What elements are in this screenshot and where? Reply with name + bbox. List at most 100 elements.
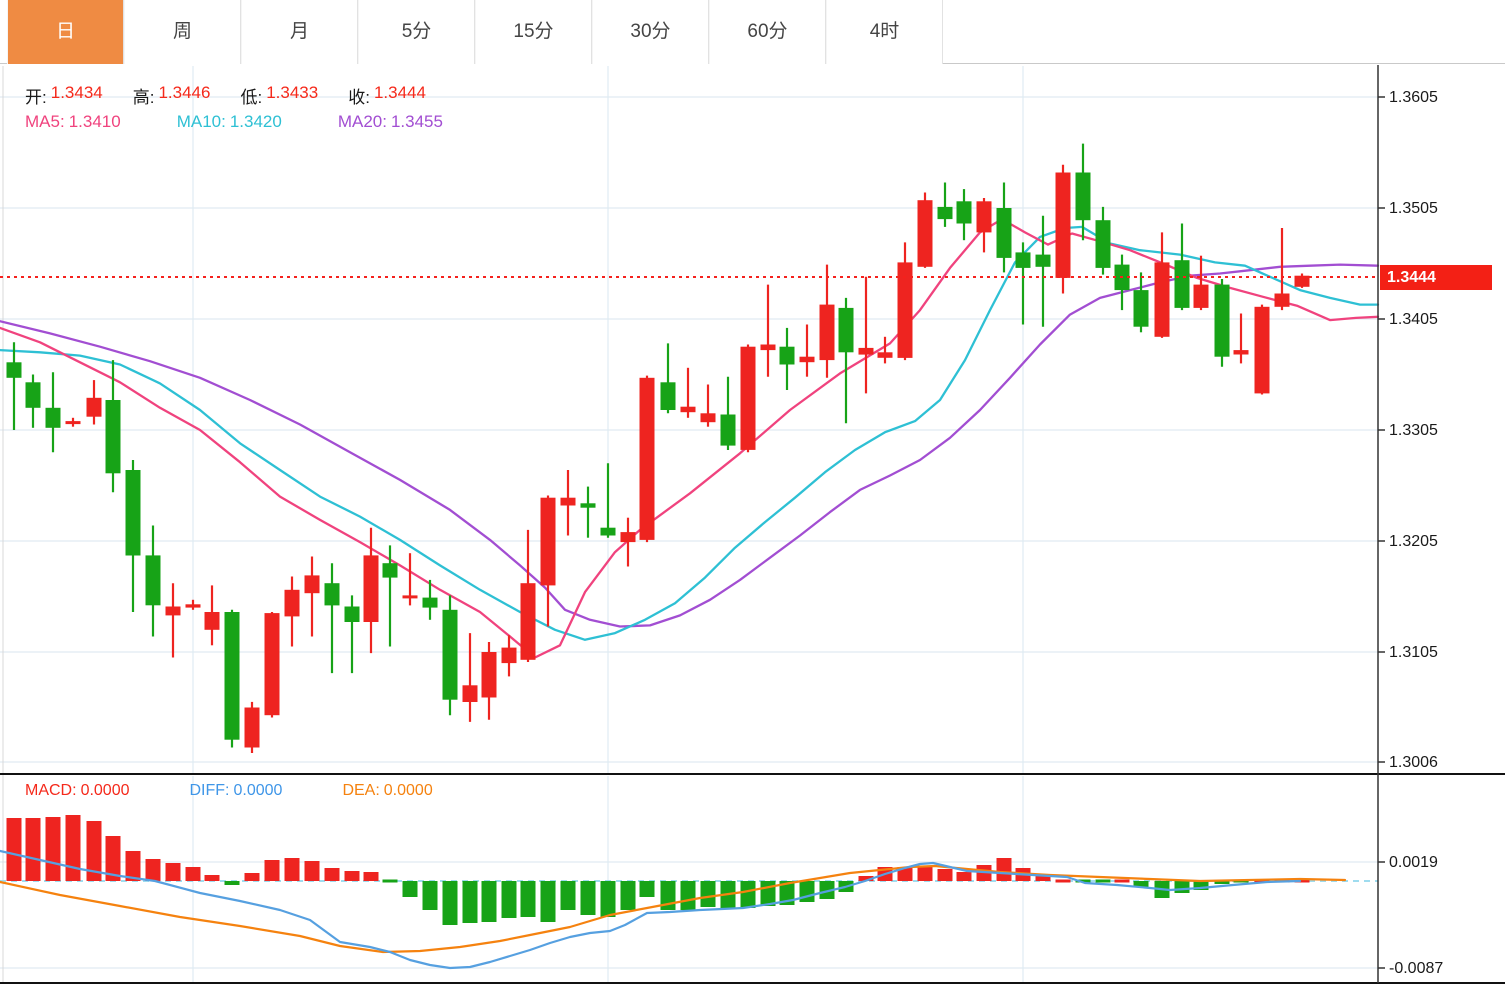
ma20-value: 1.3455 [390,112,443,131]
candle-body [937,206,953,220]
candle-body [462,685,478,702]
macd-histogram-bar [956,872,972,881]
ma20-line [0,263,1380,628]
macd-histogram-bar [244,873,260,881]
macd-label: MACD: [25,782,77,799]
macd-value: 0.0000 [80,782,130,799]
candle-body [501,647,517,664]
macd-histogram-bar [284,858,300,881]
macd-histogram-bar [264,860,280,881]
candle-body [877,352,893,358]
candle-body [660,382,676,410]
macd-histogram-bar [540,881,556,922]
tab-月[interactable]: 月 [241,0,358,64]
candle-body [779,346,795,365]
low-label: 低: [240,88,263,107]
axis-tick-label: 1.3505 [1389,200,1438,217]
macd-histogram-bar [363,872,379,881]
candle-body [25,382,41,408]
macd-histogram-bar [125,851,141,881]
candle-body [799,356,815,363]
ma20-label: MA20: [337,112,387,131]
candle-body [65,421,81,425]
candle-body [700,413,716,423]
macd-histogram-bar [145,859,161,881]
dea-line [0,864,1347,954]
macd-histogram-bar [700,881,716,907]
diff-label: DIFF: [189,782,230,799]
tab-周[interactable]: 周 [124,0,241,64]
ma10-line [0,225,1380,641]
candle-body [1294,275,1310,287]
macd-histogram-bar [86,821,102,881]
macd-histogram-bar [858,876,874,881]
candle-body [1055,172,1071,278]
candle-body [1233,350,1249,355]
ma5-label: MA5: [25,112,65,131]
candle-body [1133,290,1149,327]
macd-histogram-bar [481,881,497,922]
candle-body [1035,254,1051,267]
high-value: 1.3446 [158,83,211,102]
macd-histogram-bar [779,881,795,905]
macd-histogram-bar [45,817,61,881]
axis-tick-label: 1.3605 [1389,89,1438,106]
candle-body [224,612,240,740]
dea-label: DEA: [342,782,380,799]
macd-histogram-bar [740,881,756,908]
macd-histogram-bar [204,875,220,881]
macd-histogram-bar [1055,879,1071,883]
macd-histogram-bar [1254,879,1270,883]
candle-body [204,612,220,630]
candle-body [1154,262,1170,337]
macd-histogram-bar [1174,881,1190,893]
diff-line [0,849,1302,970]
ma5-line [0,217,1380,659]
axis-tick-label: 1.3105 [1389,644,1438,661]
macd-histogram-bar [6,818,22,881]
candle-body [1174,260,1190,308]
macd-histogram-bar [324,868,340,881]
candle-body [1254,306,1270,394]
candle-body [1075,172,1091,221]
candle-body [145,555,161,606]
tab-60分[interactable]: 60分 [709,0,826,64]
candle-body [680,406,696,413]
macd-histogram-bar [304,861,320,881]
ma10-value: 1.3420 [229,112,282,131]
macd-histogram-bar [1075,879,1091,883]
candle-body [858,347,874,355]
candle-body [45,407,61,428]
macd-histogram-bar [620,881,636,910]
candle-body [422,597,438,608]
candle-body [363,555,379,622]
candle-body [481,652,497,698]
candle-body [740,346,756,450]
candle-body [1193,284,1209,308]
tab-4时[interactable]: 4时 [826,0,943,64]
candle-body [264,613,280,716]
candle-body [838,307,854,353]
tab-30分[interactable]: 30分 [592,0,709,64]
macd-histogram-bar [1294,879,1310,883]
open-value: 1.3434 [50,83,103,102]
candle-body [639,377,655,540]
close-label: 收: [348,88,370,107]
tab-日[interactable]: 日 [7,0,124,64]
candle-body [897,262,913,358]
tab-15分[interactable]: 15分 [475,0,592,64]
candle-body [284,589,300,617]
macd-histogram-bar [185,867,201,881]
macd-histogram-bar [600,881,616,917]
candle-body [402,595,418,599]
macd-histogram-bar [560,881,576,910]
axis-tick-label: 1.3205 [1389,533,1438,550]
macd-histogram-bar [520,881,536,917]
low-value: 1.3433 [266,83,319,102]
tab-5分[interactable]: 5分 [358,0,475,64]
macd-histogram-bar [1114,879,1130,883]
macd-histogram-bar [402,881,418,897]
candle-body [917,200,933,267]
